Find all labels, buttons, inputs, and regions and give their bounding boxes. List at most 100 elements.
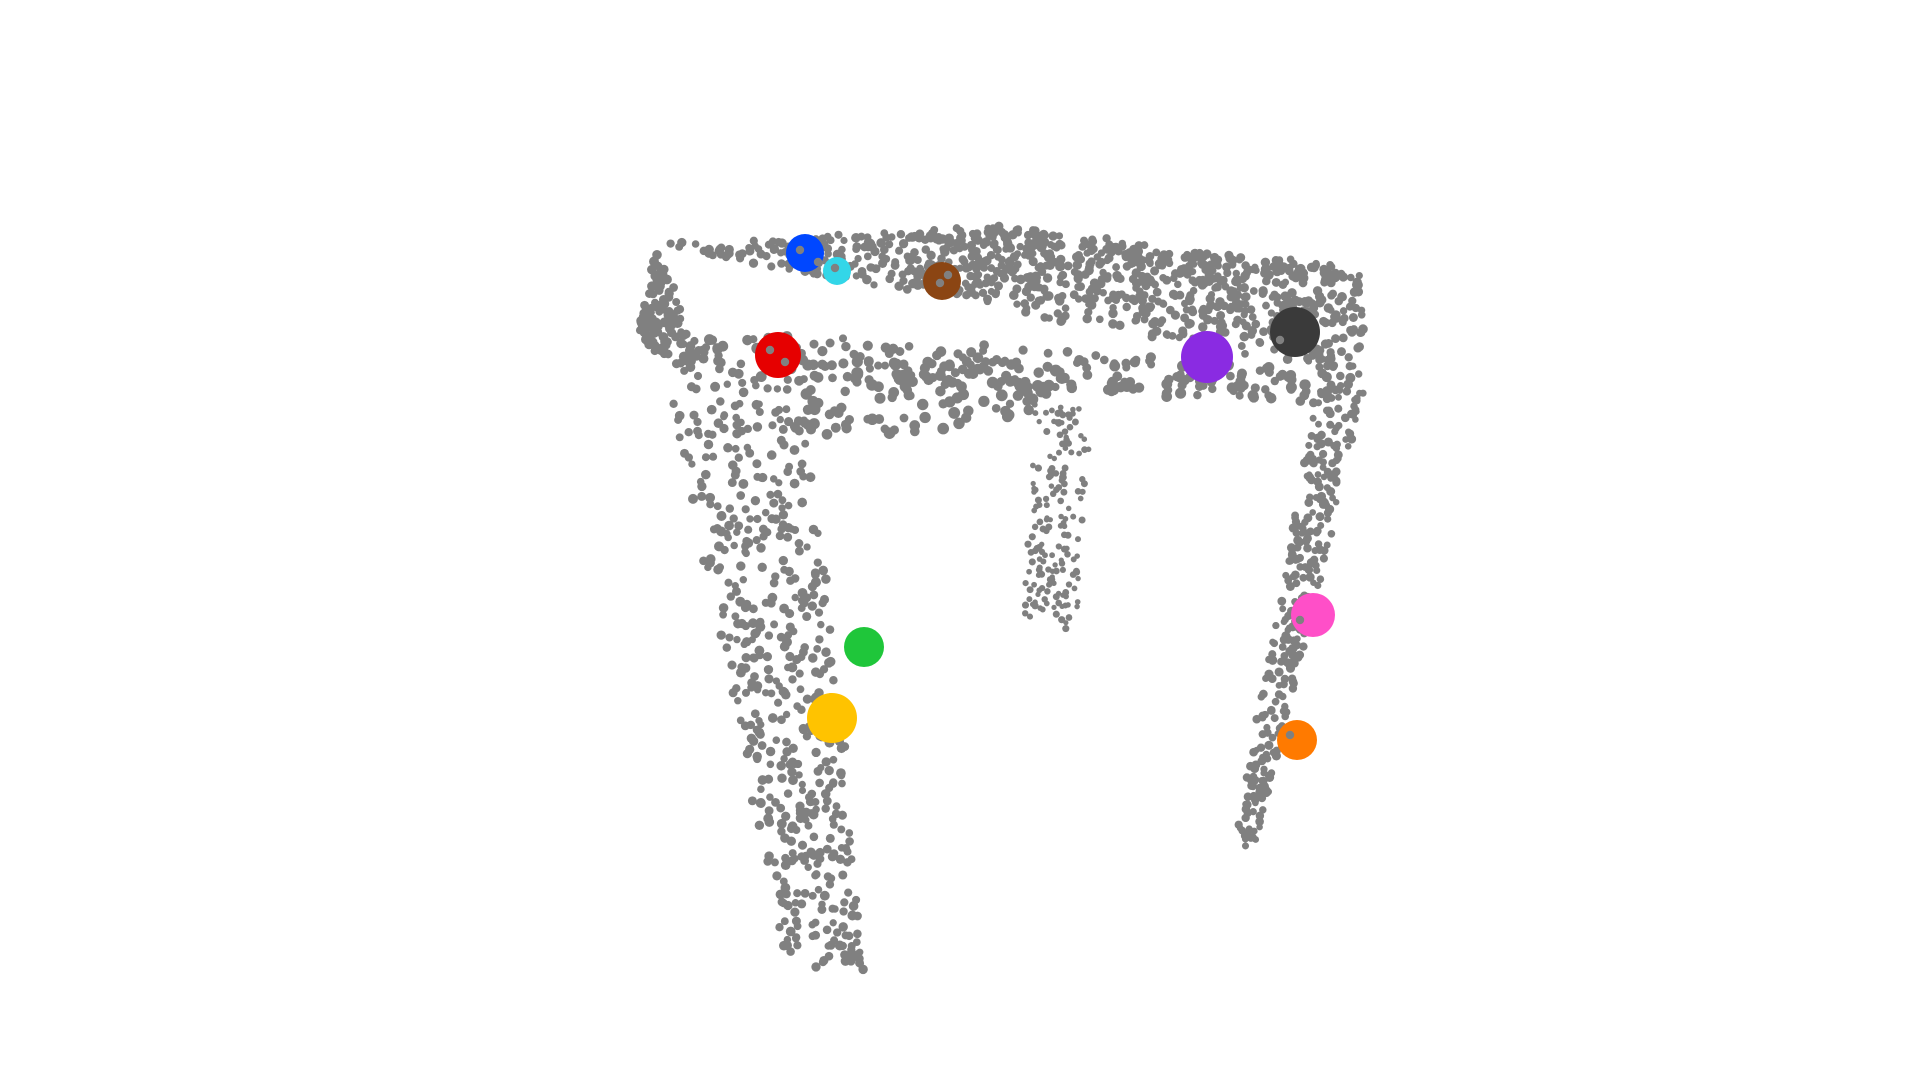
cloud-point — [1247, 390, 1259, 401]
cloud-point — [1078, 516, 1086, 524]
cloud-point — [1028, 533, 1036, 541]
cloud-point — [691, 384, 701, 394]
cloud-point — [992, 355, 1002, 365]
cloud-point — [857, 232, 866, 241]
cloud-point — [741, 653, 751, 663]
cloud-point — [966, 271, 975, 281]
cloud-point — [1334, 404, 1343, 413]
cloud-point — [1264, 740, 1274, 750]
cloud-point — [1286, 659, 1295, 667]
cloud-point — [1344, 353, 1353, 362]
cloud-point — [1045, 566, 1052, 573]
cloud-point — [734, 453, 743, 462]
cloud-point — [797, 587, 808, 598]
cloud-point — [1040, 287, 1048, 295]
cloud-point — [1284, 266, 1294, 276]
cloud-point — [1043, 348, 1053, 358]
cloud-point — [1284, 626, 1292, 634]
cloud-point — [706, 500, 715, 509]
cloud-point — [741, 548, 749, 556]
cloud-point — [829, 778, 838, 787]
cloud-point — [953, 417, 965, 430]
cloud-point — [766, 450, 777, 460]
cloud-point — [1306, 558, 1316, 567]
cloud-point — [1068, 449, 1075, 456]
cloud-point — [780, 917, 789, 926]
cloud-point — [1060, 488, 1068, 496]
cloud-point — [772, 871, 782, 881]
cloud-point — [750, 496, 761, 506]
cloud-point — [737, 418, 745, 427]
cloud-point — [780, 357, 790, 367]
cloud-point — [772, 736, 781, 745]
cloud-point — [1277, 596, 1287, 606]
cloud-point — [776, 415, 785, 424]
cloud-point — [1319, 458, 1327, 466]
cloud-point — [841, 423, 852, 434]
cloud-point — [852, 242, 862, 252]
cloud-point — [757, 785, 765, 793]
cloud-point — [1065, 505, 1072, 512]
cloud-point — [1290, 553, 1298, 561]
cloud-point — [1079, 476, 1086, 483]
cloud-point — [782, 710, 791, 719]
cloud-point — [1065, 602, 1071, 608]
cloud-point — [1049, 364, 1062, 377]
cloud-point — [1288, 650, 1298, 660]
cloud-point — [814, 885, 823, 894]
cloud-point — [1055, 543, 1062, 550]
cloud-point — [1040, 313, 1049, 322]
cloud-point — [787, 856, 797, 866]
cloud-point — [1036, 295, 1046, 305]
cloud-point — [1303, 543, 1312, 553]
cloud-point — [937, 254, 946, 263]
cloud-point — [1036, 418, 1042, 425]
cloud-point — [840, 386, 850, 397]
cloud-point — [907, 376, 918, 387]
cloud-point — [1060, 592, 1066, 598]
cloud-point — [1347, 327, 1357, 337]
cloud-point — [1030, 462, 1036, 469]
cloud-point — [1070, 406, 1076, 413]
cloud-point — [818, 565, 829, 576]
cloud-point — [1325, 391, 1333, 400]
cloud-point — [1132, 284, 1140, 292]
cloud-point — [777, 259, 786, 268]
cloud-point — [1200, 260, 1209, 270]
cloud-point — [792, 933, 801, 942]
cloud-point — [1091, 351, 1101, 360]
cloud-point — [752, 725, 761, 734]
cloud-point — [1210, 316, 1219, 325]
cloud-point — [1043, 427, 1051, 436]
cloud-point — [1355, 271, 1363, 280]
cloud-point — [824, 951, 834, 961]
cloud-point — [1241, 835, 1249, 843]
cloud-point — [1073, 270, 1084, 280]
cloud-point — [1108, 384, 1120, 396]
cloud-point — [851, 234, 859, 242]
cloud-point — [1117, 241, 1127, 251]
cloud-point — [821, 428, 833, 440]
cloud-point — [1087, 257, 1096, 266]
cloud-point — [1226, 371, 1235, 381]
cloud-point — [763, 813, 774, 824]
cloud-point — [844, 415, 854, 425]
cloud-point — [636, 316, 647, 327]
cloud-point — [1332, 467, 1341, 476]
cloud-point — [781, 811, 791, 821]
cloud-point — [868, 263, 876, 272]
cloud-point — [870, 281, 878, 289]
cloud-point — [791, 593, 799, 602]
cloud-point — [824, 765, 834, 776]
cloud-point — [795, 669, 804, 678]
cloud-point — [1258, 286, 1268, 296]
cloud-point — [775, 479, 783, 487]
cloud-point — [1036, 501, 1043, 509]
cloud-point — [1226, 382, 1238, 394]
cloud-point — [644, 332, 655, 343]
cloud-point — [1251, 263, 1259, 271]
cloud-point — [1279, 643, 1287, 651]
cloud-point — [833, 928, 842, 937]
cloud-point — [739, 575, 748, 584]
cloud-point — [926, 250, 936, 260]
